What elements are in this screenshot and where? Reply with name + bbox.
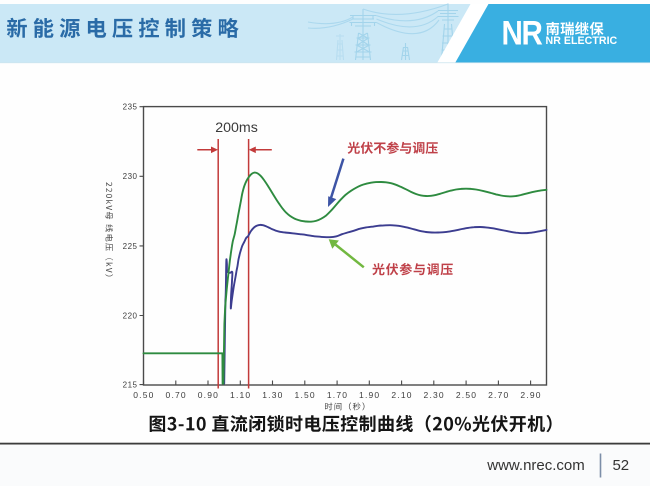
svg-text:NR ELECTRIC: NR ELECTRIC <box>546 35 618 47</box>
svg-text:www.nrec.com: www.nrec.com <box>486 457 585 474</box>
svg-text:2.30: 2.30 <box>424 390 445 400</box>
svg-text:1.90: 1.90 <box>359 390 380 400</box>
svg-text:215: 215 <box>123 381 138 390</box>
svg-text:1.10: 1.10 <box>230 390 251 400</box>
svg-text:52: 52 <box>612 457 629 474</box>
svg-text:2.70: 2.70 <box>488 390 509 400</box>
svg-text:1.50: 1.50 <box>295 390 316 400</box>
svg-text:225: 225 <box>123 242 138 251</box>
svg-text:0.70: 0.70 <box>166 390 187 400</box>
svg-text:230: 230 <box>123 172 138 181</box>
svg-text:2.90: 2.90 <box>520 390 541 400</box>
svg-text:2.10: 2.10 <box>391 390 412 400</box>
svg-text:1.30: 1.30 <box>262 390 283 400</box>
svg-text:NR: NR <box>502 13 543 51</box>
svg-text:220: 220 <box>123 311 138 320</box>
svg-text:1.70: 1.70 <box>327 390 348 400</box>
svg-text:2.50: 2.50 <box>456 390 477 400</box>
svg-text:0.90: 0.90 <box>198 390 219 400</box>
svg-text:235: 235 <box>123 103 138 112</box>
svg-text:0.50: 0.50 <box>133 390 154 400</box>
svg-text:200ms: 200ms <box>215 120 258 136</box>
